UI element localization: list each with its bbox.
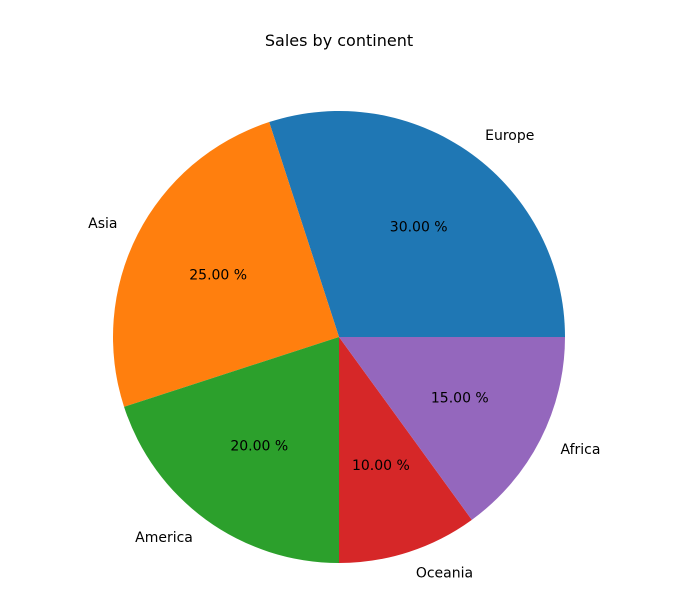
slice-label-europe: Europe	[485, 128, 534, 144]
pie-slice-africa	[339, 337, 565, 520]
pie-labels: Europe 30.00 % Asia 25.00 % America 20.00 % Oc…	[88, 128, 600, 582]
pie-slice-europe	[269, 110, 565, 337]
percent-label-africa: 15.00 %	[431, 391, 489, 407]
pie-slice-asia	[113, 122, 339, 407]
percent-label-oceania: 10.00 %	[352, 458, 410, 474]
pie-slice-america	[124, 337, 340, 563]
percent-label-america: 20.00 %	[230, 439, 288, 455]
slice-label-africa: Africa	[561, 442, 601, 458]
pie-slices	[113, 110, 565, 563]
chart-title: Sales by continent	[265, 31, 413, 50]
percent-label-europe: 30.00 %	[390, 219, 448, 235]
slice-label-america: America	[135, 530, 193, 546]
pie-slice-oceania	[339, 337, 472, 563]
slice-label-oceania: Oceania	[416, 565, 473, 581]
percent-label-asia: 25.00 %	[189, 267, 247, 283]
slice-label-asia: Asia	[88, 216, 117, 232]
